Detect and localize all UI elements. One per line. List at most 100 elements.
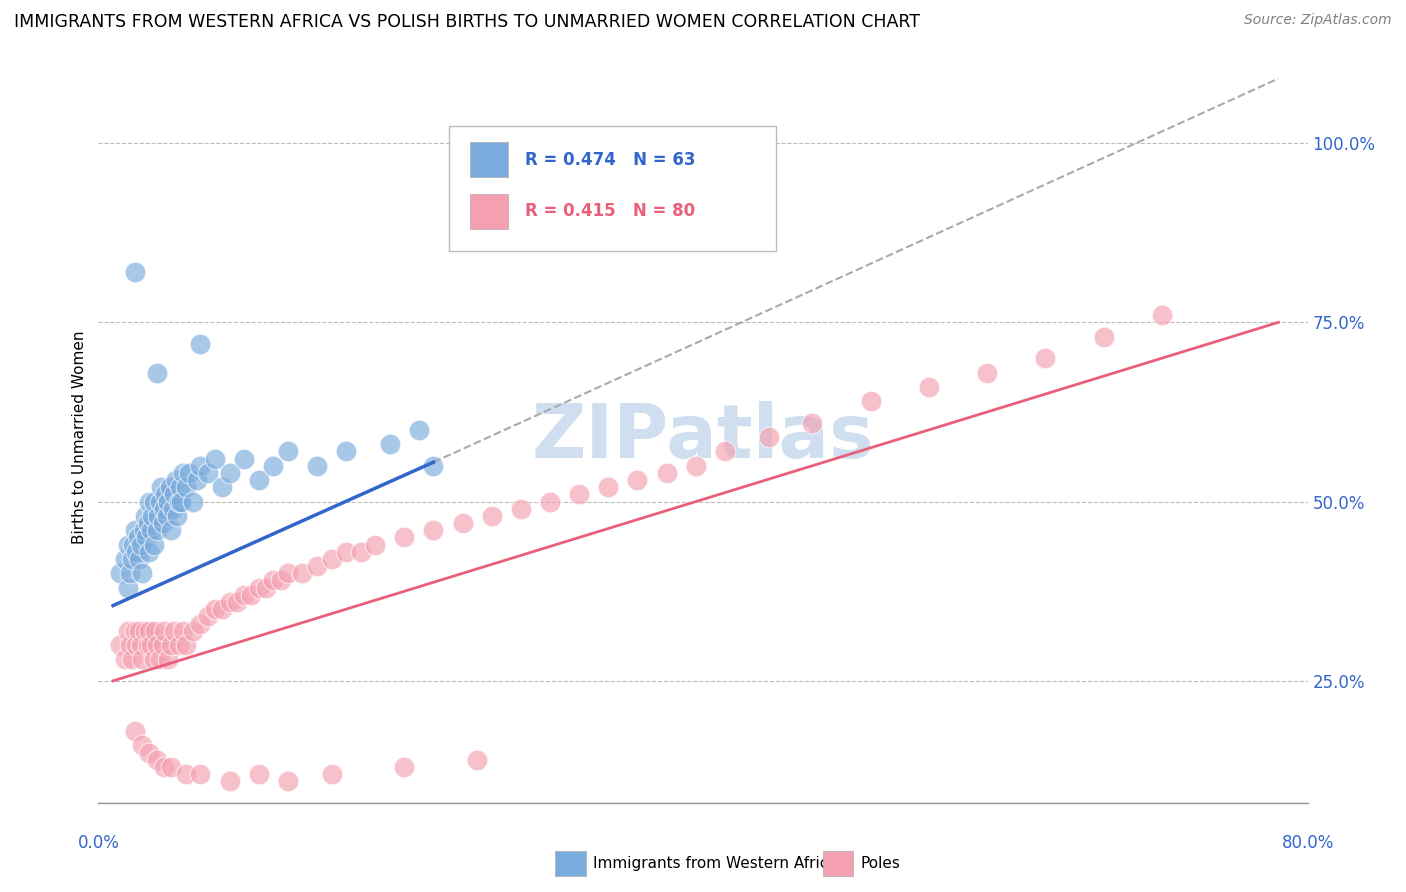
Point [277, 444, 299, 458]
Point [122, 538, 145, 552]
Point [160, 638, 183, 652]
Y-axis label: Births to Unmarried Women: Births to Unmarried Women [72, 330, 87, 544]
Point [172, 624, 194, 638]
Point [157, 652, 180, 666]
Point [685, 458, 707, 473]
Point [233, 451, 256, 466]
Point [138, 746, 160, 760]
Point [186, 473, 208, 487]
Point [134, 624, 156, 638]
Point [714, 444, 737, 458]
Point [139, 638, 162, 652]
Point [124, 524, 146, 538]
Point [145, 638, 167, 652]
Point [247, 581, 270, 595]
Point [626, 473, 648, 487]
Point [142, 652, 165, 666]
Point [174, 480, 197, 494]
Point [117, 538, 139, 552]
Point [121, 552, 143, 566]
Point [270, 574, 292, 588]
Point [132, 524, 155, 538]
Point [204, 451, 226, 466]
Point [149, 652, 172, 666]
Point [110, 566, 132, 581]
Point [160, 760, 183, 774]
Point [120, 638, 142, 652]
Point [114, 652, 136, 666]
Point [153, 760, 176, 774]
Point [394, 531, 416, 545]
Point [181, 624, 204, 638]
Point [408, 423, 430, 437]
Point [162, 501, 184, 516]
Point [142, 494, 165, 508]
Point [153, 501, 176, 516]
Point [167, 638, 190, 652]
Point [197, 466, 219, 480]
Point [1092, 329, 1115, 343]
Point [169, 480, 191, 494]
Point [305, 559, 328, 574]
Point [135, 531, 157, 545]
Point [364, 538, 387, 552]
Point [145, 366, 167, 380]
Point [1033, 351, 1056, 366]
Point [134, 508, 156, 523]
Point [129, 538, 152, 552]
Point [976, 366, 998, 380]
Point [218, 595, 240, 609]
Point [163, 487, 186, 501]
Point [422, 458, 444, 473]
Point [141, 508, 163, 523]
Text: IMMIGRANTS FROM WESTERN AFRICA VS POLISH BIRTHS TO UNMARRIED WOMEN CORRELATION C: IMMIGRANTS FROM WESTERN AFRICA VS POLISH… [14, 13, 920, 31]
Point [167, 494, 190, 508]
Point [152, 516, 174, 530]
Point [538, 494, 561, 508]
Point [170, 494, 193, 508]
Point [758, 430, 780, 444]
Point [233, 588, 256, 602]
Point [240, 588, 263, 602]
Point [110, 638, 132, 652]
Point [157, 494, 180, 508]
Point [291, 566, 314, 581]
Bar [470, 143, 509, 178]
Point [321, 767, 343, 781]
Point [138, 545, 160, 559]
Point [139, 524, 162, 538]
Point [262, 574, 284, 588]
Point [117, 581, 139, 595]
Point [114, 552, 136, 566]
Point [156, 508, 179, 523]
Point [163, 624, 186, 638]
Point [165, 473, 187, 487]
Point [160, 524, 183, 538]
Point [509, 501, 531, 516]
Point [218, 774, 240, 789]
Point [568, 487, 591, 501]
Text: Poles: Poles [860, 856, 900, 871]
Point [138, 494, 160, 508]
Point [335, 444, 357, 458]
Point [153, 624, 176, 638]
Point [378, 437, 401, 451]
Point [262, 458, 284, 473]
Point [335, 545, 357, 559]
Point [166, 508, 188, 523]
Point [124, 265, 146, 279]
Point [801, 416, 824, 430]
Point [247, 767, 270, 781]
Point [121, 652, 143, 666]
Point [159, 480, 181, 494]
Point [145, 753, 167, 767]
Point [128, 624, 150, 638]
Point [394, 760, 416, 774]
Point [350, 545, 373, 559]
Point [136, 638, 159, 652]
Point [254, 581, 277, 595]
Point [145, 524, 167, 538]
Point [465, 753, 488, 767]
Point [1150, 308, 1173, 322]
Point [174, 767, 197, 781]
